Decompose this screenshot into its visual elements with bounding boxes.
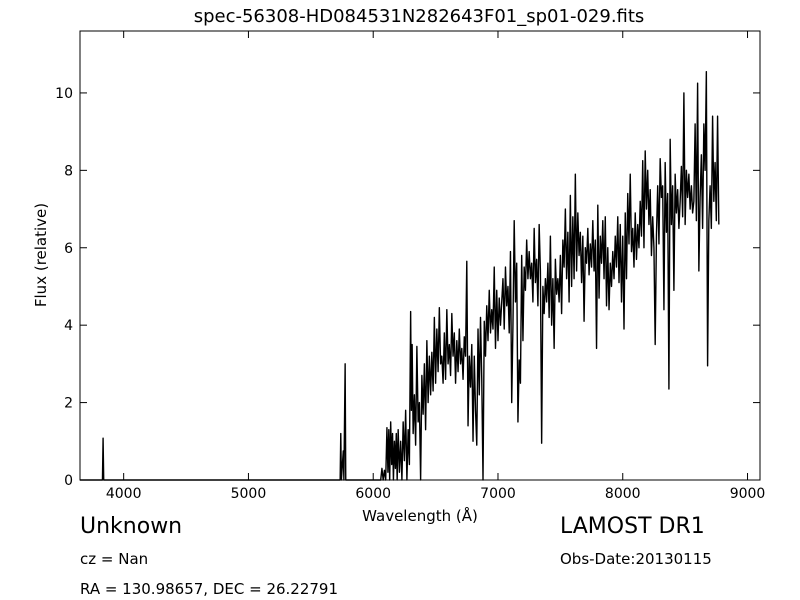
plot-area (80, 70, 720, 481)
x-tick-label: 5000 (231, 486, 267, 502)
x-axis-label: Wavelength (Å) (362, 506, 478, 525)
y-tick-label: 8 (64, 163, 73, 179)
x-tick-label: 7000 (480, 486, 516, 502)
redshift-value: cz = Nan (80, 550, 149, 568)
survey-name: LAMOST DR1 (560, 514, 705, 539)
y-tick-label: 2 (64, 396, 73, 412)
obs-date: Obs-Date:20130115 (560, 550, 712, 568)
chart-title: spec-56308-HD084531N282643F01_sp01-029.f… (194, 6, 645, 27)
plot-frame (79, 30, 761, 481)
x-tick-label: 8000 (605, 486, 641, 502)
x-tick-label: 9000 (730, 486, 766, 502)
spectrum-line (80, 70, 720, 481)
y-tick-label: 6 (64, 241, 73, 257)
x-ticks: 4000 5000 6000 7000 8000 9000 (106, 31, 765, 502)
y-tick-label: 10 (55, 86, 73, 102)
coordinates-value: RA = 130.98657, DEC = 26.22791 (80, 580, 339, 598)
y-tick-label: 0 (64, 473, 73, 489)
y-tick-label: 4 (64, 318, 73, 334)
x-tick-label: 6000 (355, 486, 391, 502)
object-class: Unknown (80, 514, 183, 539)
x-tick-label: 4000 (106, 486, 142, 502)
y-axis-label: Flux (relative) (32, 203, 50, 307)
